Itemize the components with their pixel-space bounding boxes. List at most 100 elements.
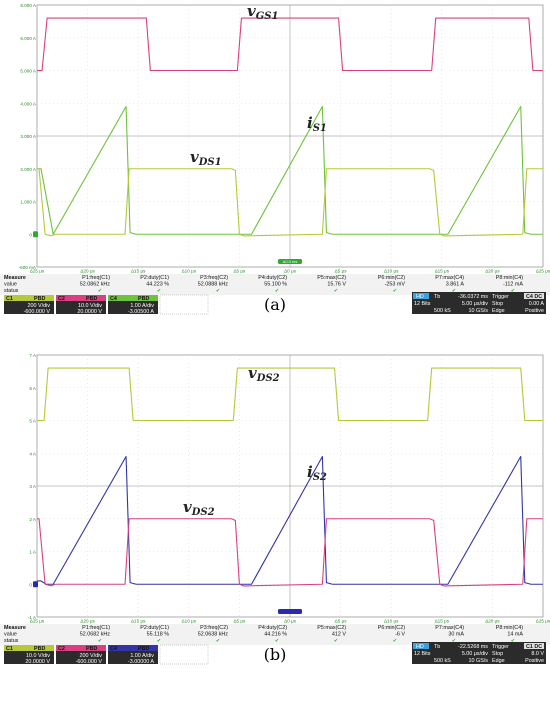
hd-badge [413, 293, 429, 299]
measure-status-check: ✔ [275, 288, 279, 294]
measure-param-value: 52.0682 kHz [80, 632, 111, 638]
channel-vdiv: 10.0 V/div [78, 303, 102, 309]
x-tick-label: Δ5 μs [233, 619, 246, 624]
x-tick-label: Δ10 μs [182, 619, 197, 624]
measure-param-value: 52.0888 kHz [198, 282, 229, 288]
channel-vdiv: 10.0 V/div [26, 653, 50, 659]
x-tick-label: Δ0 μs [284, 619, 297, 624]
hd-label: HD [416, 294, 424, 300]
trace-2 [37, 105, 543, 235]
trace-1 [37, 367, 543, 422]
hd-label: HD [416, 644, 424, 650]
y-tick-label: 2.000 A [20, 167, 37, 172]
measure-param-value: 3.861 A [446, 282, 465, 288]
measure-row-header: status [4, 288, 19, 294]
measure-param-name: P7:max(C4) [435, 275, 464, 281]
y-tick-label: 3 A [29, 484, 37, 489]
measure-row-header: Measure [4, 275, 26, 281]
trace-3 [37, 518, 543, 587]
measure-param-name: P8:min(C4) [496, 625, 523, 631]
measure-param-name: P6:min(C2) [378, 275, 405, 281]
x-tick-label: Δ5 μs [335, 619, 348, 624]
measure-param-name: P1:freq(C1) [82, 275, 110, 281]
trigger-level: 0.00 A [529, 301, 545, 307]
measure-param-name: P1:freq(C1) [82, 625, 110, 631]
x-tick-label: Δ25 μs [536, 269, 550, 274]
x-tick-label: Δ15 μs [435, 269, 450, 274]
tb-rate: 10 GS/s [469, 308, 489, 314]
channel-offset: -3.00500 A [128, 309, 154, 315]
measure-status-check: ✔ [216, 288, 220, 294]
measure-param-name: P7:max(C4) [435, 625, 464, 631]
measure-status-check: ✔ [334, 638, 338, 644]
tb-samples: 500 kS [434, 308, 451, 314]
measure-param-value: -253 mV [385, 282, 406, 288]
tb-samples: 500 kS [434, 658, 451, 664]
trigger-marker-bar [278, 259, 302, 264]
trigger-level: 8.0 V [531, 651, 544, 657]
trace-annotation: iS2 [307, 463, 327, 483]
channel-id: C2 [58, 296, 65, 302]
y-tick-label: 6 A [29, 386, 37, 391]
x-tick-label: Δ15 μs [131, 619, 146, 624]
y-tick-label: 5 A [29, 419, 37, 424]
channel-id: C1 [6, 646, 13, 652]
trace-annotation: vDS2 [183, 498, 215, 518]
x-tick-label: Δ10 μs [182, 269, 197, 274]
trigger-edge: Edge [492, 308, 505, 314]
measure-param-value: 55.100 % [264, 282, 287, 288]
measure-param-value: 52.0638 kHz [198, 632, 229, 638]
x-tick-label: Δ15 μs [435, 619, 450, 624]
trigger-tag-bg [524, 643, 544, 649]
x-tick-label: Δ25 μs [536, 619, 550, 624]
measure-row-header: value [4, 282, 17, 288]
channel-offset: 20.0000 V [25, 659, 50, 665]
measure-param-name: P2:duty(C1) [140, 625, 169, 631]
measure-param-name: P4:duty(C2) [258, 275, 287, 281]
y-tick-label: 4 A [29, 451, 37, 456]
x-tick-label: Δ25 μs [30, 269, 45, 274]
x-tick-label: Δ25 μs [30, 619, 45, 624]
x-tick-label: Δ0 μs [284, 269, 297, 274]
tb-rate: 10 GS/s [469, 658, 489, 664]
y-tick-label: 7 A [29, 353, 37, 358]
channel-vdiv: 1.00 A/div [130, 653, 154, 659]
channel-box-body [4, 301, 54, 314]
trigger-edge: Edge [492, 658, 505, 664]
measure-status-check: ✔ [157, 288, 161, 294]
measure-status-check: ✔ [393, 638, 397, 644]
channel-box-header [108, 645, 158, 651]
channel-vdiv: 200 V/div [28, 303, 51, 309]
trace-1 [37, 17, 543, 72]
measure-param-name: P2:duty(C1) [140, 275, 169, 281]
trigger-tag-bg [524, 293, 544, 299]
measure-param-value: 44.216 % [264, 632, 287, 638]
hd-badge [413, 643, 429, 649]
measure-param-name: P8:min(C4) [496, 275, 523, 281]
measure-param-name: P5:max(C2) [317, 275, 346, 281]
trigger-tag: C1 DC [526, 644, 542, 650]
channel-id: C4 [110, 296, 117, 302]
trigger-marker-bar [278, 609, 302, 614]
measure-status-check: ✔ [216, 638, 220, 644]
y-tick-label: 6.000 A [20, 36, 37, 41]
measure-status-check: ✔ [334, 288, 338, 294]
y-tick-label: 1 A [29, 550, 37, 555]
channel-offset: -600.000 V [76, 659, 103, 665]
channel-id: C4 [110, 646, 117, 652]
tb-delay: -36.0372 ms [458, 294, 488, 300]
measure-row-header: status [4, 638, 19, 644]
tb-label: Tb [434, 644, 440, 650]
measure-param-name: P3:freq(C2) [200, 625, 228, 631]
